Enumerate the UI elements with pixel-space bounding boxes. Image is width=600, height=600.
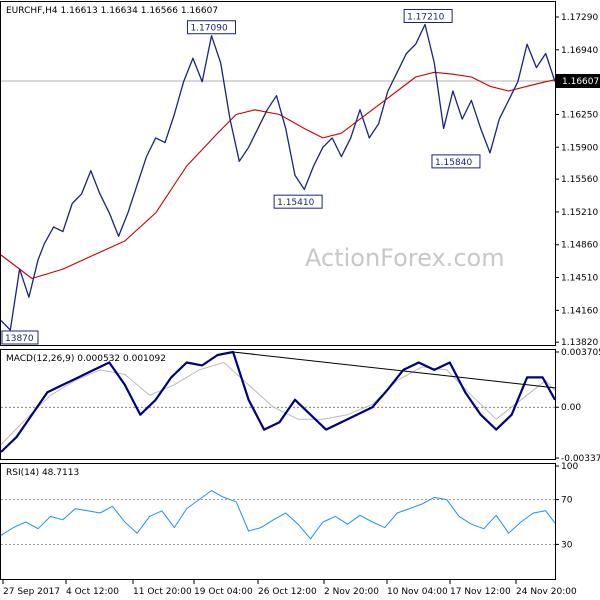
x-tick-label: 10 Nov 04:00	[387, 587, 448, 597]
rsi-label: RSI(14) 48.7113	[6, 468, 79, 478]
watermark: ActionForex.com	[305, 244, 505, 272]
price-annotation-label: 1.17090	[190, 24, 227, 34]
x-tick-label: 17 Nov 12:00	[450, 587, 511, 597]
price-y-tick-label: 1.15900	[561, 143, 598, 153]
x-tick-label: 19 Oct 04:00	[194, 587, 253, 597]
open-value: 1.16613	[61, 6, 98, 16]
rsi-panel-frame	[0, 463, 556, 580]
price-annotation-label: 1.15840	[435, 158, 472, 168]
rsi-y-tick-label: 30	[561, 540, 573, 550]
low-value: 1.16566	[141, 6, 178, 16]
macd-y-tick-label: 0.00	[561, 403, 581, 413]
price-annotation-label: 1.17210	[407, 12, 444, 22]
current-price-label: 1.16607	[562, 77, 599, 87]
macd-line	[0, 350, 556, 453]
price-y-tick-label: 1.16940	[561, 46, 598, 56]
rsi-panel: RSI(14) 48.7113 100 70 30	[0, 462, 578, 580]
macd-y-tick-label: 0.003705	[561, 348, 600, 358]
macd-panel: MACD(12,26,9) 0.000532 0.001092 0.003705…	[0, 348, 600, 464]
macd-label: MACD(12,26,9) 0.000532 0.001092	[6, 354, 166, 364]
x-tick-label: 4 Oct 12:00	[66, 587, 119, 597]
macd-panel-frame	[0, 349, 556, 460]
price-y-tick-label: 1.14510	[561, 274, 598, 284]
price-y-tick-label: 1.14860	[561, 241, 598, 251]
x-tick-label: 2 Nov 20:00	[324, 587, 379, 597]
price-annotation-box	[403, 8, 453, 23]
rsi-y-tick-label: 100	[561, 462, 578, 472]
symbol-name: EURCHF,H4	[6, 6, 58, 16]
price-panel: EURCHF,H4 1.16613 1.16634 1.16566 1.1660…	[0, 1, 600, 348]
rsi-line	[0, 490, 556, 540]
high-value: 1.16634	[101, 6, 138, 16]
price-y-tick-label: 1.15210	[561, 208, 598, 218]
current-price-box	[556, 74, 600, 89]
x-tick-label: 24 Nov 20:00	[516, 587, 577, 597]
price-panel-frame	[0, 1, 556, 346]
price-annotation-box	[431, 154, 481, 169]
price-y-tick-label: 1.17290	[561, 13, 598, 23]
price-annotation-box	[186, 20, 236, 35]
price-y-tick-label: 1.14160	[561, 306, 598, 316]
rsi-y-tick-label: 70	[561, 496, 573, 506]
price-y-tick-label: 1.13820	[561, 338, 598, 348]
x-axis: 27 Sep 2017 4 Oct 12:00 11 Oct 20:00 19 Oct…	[2, 580, 577, 597]
price-annotation-box	[273, 194, 323, 209]
symbol-label: EURCHF,H4 1.16613 1.16634 1.16566 1.1660…	[6, 6, 218, 16]
x-tick-label: 27 Sep 2017	[3, 587, 60, 597]
macd-y-tick-label: -0.003379	[561, 454, 600, 464]
price-line	[0, 23, 556, 331]
macd-trendline	[233, 351, 556, 389]
x-tick-label: 11 Oct 20:00	[133, 587, 192, 597]
x-tick-label: 26 Oct 12:00	[258, 587, 317, 597]
price-annotation-label: 13870	[5, 334, 34, 344]
moving-average-line	[0, 71, 556, 280]
price-y-tick-label: 1.15560	[561, 175, 598, 185]
close-value: 1.16607	[181, 6, 218, 16]
price-annotation-box	[1, 330, 39, 345]
price-annotation-label: 1.15410	[277, 198, 314, 208]
price-y-tick-label: 1.16250	[561, 110, 598, 120]
